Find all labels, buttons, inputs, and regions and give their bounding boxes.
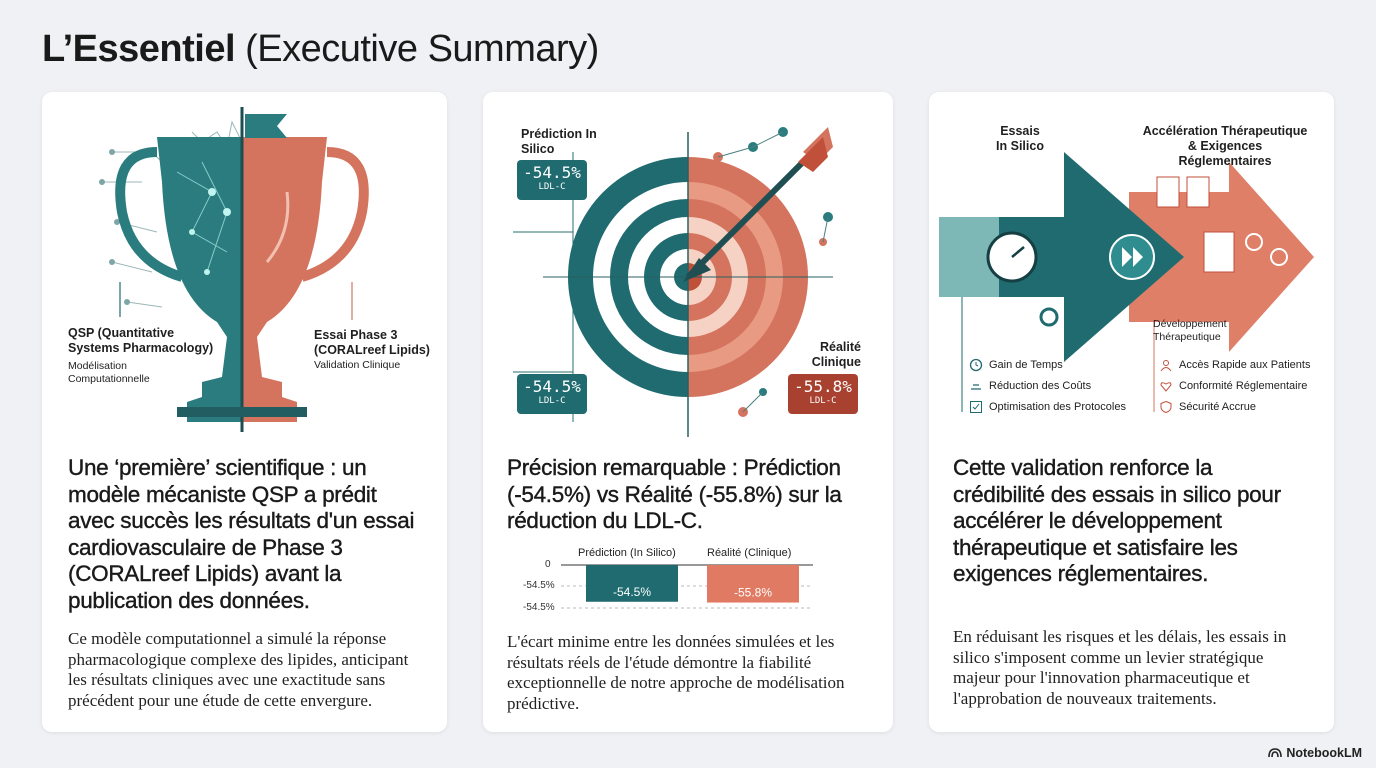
reality-label: Réalité Clinique	[811, 340, 861, 369]
feature-compliance-label: Conformité Réglementaire	[1179, 380, 1308, 392]
acceleration-illustration	[939, 152, 1314, 412]
target-illustration	[513, 127, 833, 437]
cost-icon	[969, 379, 983, 393]
card-acceleration: Essais In Silico Accélération Thérapeuti…	[929, 92, 1334, 732]
prediction-value-box-2: -54.5% LDL-C	[517, 374, 587, 414]
notebooklm-brand: NotebookLM	[1268, 746, 1362, 760]
feature-safety-label: Sécurité Accrue	[1179, 401, 1257, 413]
bar-category-1: Réalité (Clinique)	[707, 547, 792, 559]
feature-compliance: Conformité Réglementaire	[1159, 379, 1307, 393]
feature-time: Gain de Temps	[969, 358, 1063, 372]
title-rest: (Executive Summary)	[235, 28, 599, 70]
shield-icon	[1159, 400, 1173, 414]
y-tick-0: 0	[545, 559, 551, 570]
checkbox-icon	[969, 400, 983, 414]
clock-icon	[969, 358, 983, 372]
feature-access: Accès Rapide aux Patients	[1159, 358, 1310, 372]
feature-protocol-label: Optimisation des Protocoles	[989, 401, 1126, 413]
feature-cost: Réduction des Coûts	[969, 379, 1091, 393]
card3-heading: Cette validation renforce la crédibilité…	[953, 455, 1282, 586]
prediction-value-box: -54.5% LDL-C	[517, 160, 587, 200]
patients-icon	[1159, 358, 1173, 372]
prediction-label: Prédiction In Silico	[521, 127, 597, 156]
card2-body: L'écart minime entre les données simulée…	[507, 632, 845, 713]
ldl-bar-chart: Prédiction (In Silico) Réalité (Clinique…	[483, 542, 893, 622]
feature-cost-label: Réduction des Coûts	[989, 380, 1092, 392]
page-title: L’Essentiel (Executive Summary)	[42, 28, 599, 71]
card1-heading: Une ‘première’ scientifique : un modèle …	[68, 455, 415, 613]
prediction-value-2: -54.5%	[523, 377, 581, 396]
bar-value-label-1: -55.8%	[734, 586, 772, 600]
phase3-label: Essai Phase 3 (CORALreef Lipids)	[314, 328, 430, 357]
reality-unit: LDL-C	[809, 396, 837, 406]
notebooklm-logo-icon	[1268, 748, 1283, 758]
prediction-value: -54.5%	[523, 163, 581, 182]
card2-heading: Précision remarquable : Prédiction (-54.…	[507, 455, 842, 533]
bar-value-label-0: -54.5%	[613, 585, 651, 599]
feature-protocol: Optimisation des Protocoles	[969, 400, 1126, 414]
brand-label: NotebookLM	[1286, 746, 1362, 760]
card1-body: Ce modèle computationnel a simulé la rép…	[68, 629, 409, 710]
prediction-unit-2: LDL-C	[538, 396, 566, 406]
bar-0	[586, 565, 678, 602]
phase3-sublabel: Validation Clinique	[314, 359, 401, 371]
qsp-label: QSP (Quantitative Systems Pharmacology)	[68, 326, 214, 355]
reality-value: -55.8%	[794, 377, 852, 396]
card-precision: Prédiction In Silico -54.5% LDL-C -54.5%…	[483, 92, 893, 732]
reality-value-box: -55.8% LDL-C	[788, 374, 858, 414]
y-tick-2: -54.5%	[523, 602, 555, 613]
heart-icon	[1159, 379, 1173, 393]
card3-body: En réduisant les risques et les délais, …	[953, 627, 1287, 708]
qsp-sublabel: Modélisation Computationnelle	[68, 360, 150, 385]
development-label: Développement Thérapeutique	[1153, 318, 1227, 343]
bar-category-0: Prédiction (In Silico)	[578, 547, 676, 559]
bar-1	[707, 565, 799, 603]
card-qsp: QSP (Quantitative Systems Pharmacology) …	[42, 92, 447, 732]
title-bold: L’Essentiel	[42, 28, 236, 70]
y-tick-1: -54.5%	[523, 580, 555, 591]
feature-time-label: Gain de Temps	[989, 359, 1063, 371]
prediction-unit: LDL-C	[538, 182, 566, 192]
feature-access-label: Accès Rapide aux Patients	[1179, 359, 1311, 371]
in-silico-label: Essais In Silico	[996, 124, 1044, 153]
acceleration-label: Accélération Thérapeutique & Exigences R…	[1142, 124, 1308, 168]
feature-safety: Sécurité Accrue	[1159, 400, 1256, 414]
trophy-illustration	[99, 107, 369, 432]
chart-bars: -54.5% -55.8%	[561, 564, 813, 609]
